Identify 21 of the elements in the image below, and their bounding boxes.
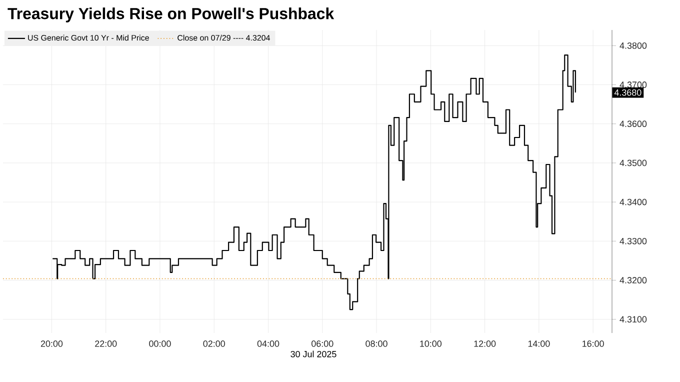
x-tick-label: 04:00 bbox=[257, 340, 280, 347]
y-tick-label: 4.3400 bbox=[620, 198, 647, 206]
y-tick-label: 4.3600 bbox=[620, 120, 647, 128]
x-axis-title: 30 Jul 2025 bbox=[290, 350, 336, 358]
x-tick-label: 06:00 bbox=[312, 340, 334, 347]
text: 4.3680 bbox=[614, 89, 642, 96]
x-tick-label: 02:00 bbox=[203, 340, 225, 347]
y-tick-label: 4.3800 bbox=[620, 42, 647, 49]
x-tick-label: 20:00 bbox=[40, 340, 63, 347]
x-tick-label: 00:00 bbox=[149, 340, 171, 347]
y-tick-label: 4.3300 bbox=[620, 238, 647, 244]
x-tick-label: 12:00 bbox=[474, 340, 496, 347]
y-tick-label: 4.3200 bbox=[620, 277, 647, 284]
x-tick-label: 16:00 bbox=[582, 340, 604, 347]
y-tick-label: 4.3500 bbox=[620, 160, 647, 166]
y-tick-label: 4.3100 bbox=[620, 316, 647, 322]
x-tick-label: 14:00 bbox=[528, 340, 550, 347]
chart-title: Treasury Yields Rise on Powell's Pushback bbox=[8, 8, 334, 22]
x-tick-label: 10:00 bbox=[420, 340, 442, 347]
x-tick-label: 08:00 bbox=[366, 340, 388, 347]
x-tick-label: 22:00 bbox=[95, 340, 117, 347]
